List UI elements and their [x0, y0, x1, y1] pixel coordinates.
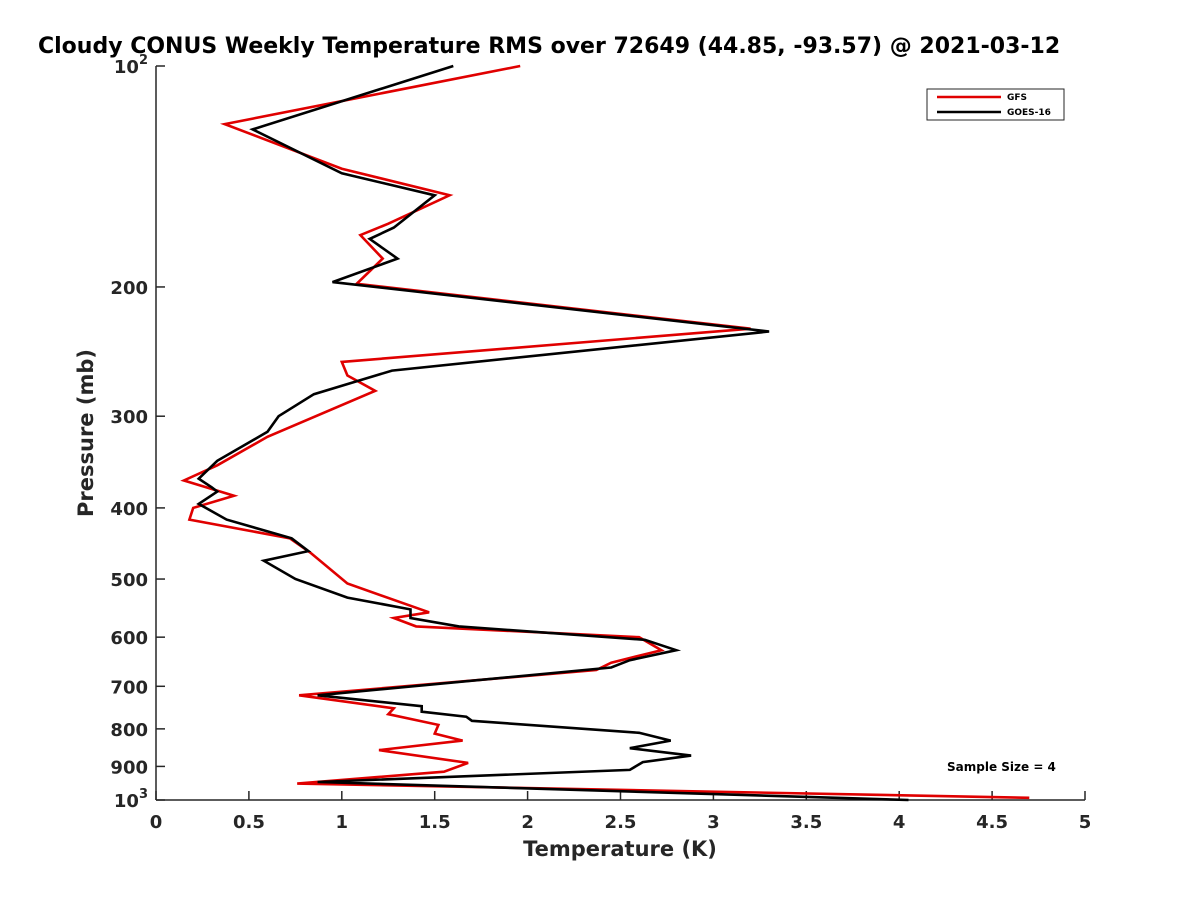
legend-label-gfs: GFS [1007, 93, 1027, 103]
y-axis-label: Pressure (mb) [74, 349, 98, 517]
x-tick-label: 0.5 [233, 812, 265, 833]
x-tick-label: 2 [521, 812, 534, 833]
series-lines [180, 64, 1030, 802]
x-ticks: 0 0.5 1 1.5 2 2.5 3 3.5 4 4.5 5 [150, 791, 1092, 833]
x-tick-label: 0 [150, 812, 163, 833]
x-tick-label: 1.5 [419, 812, 451, 833]
y-tick-label: 102 [114, 53, 148, 78]
legend-box [926, 88, 1065, 121]
y-tick-label: 200 [110, 278, 148, 299]
y-tick-label: 103 [114, 787, 148, 812]
y-tick-label: 800 [110, 720, 148, 741]
legend-label-goes-16: GOES-16 [1007, 108, 1051, 118]
y-ticks: 102 200 300 400 500 600 700 800 900 103 [110, 53, 165, 812]
x-tick-label: 1 [336, 812, 349, 833]
x-tick-label: 4 [893, 812, 906, 833]
x-tick-label: 3 [707, 812, 720, 833]
plot-axes [155, 66, 1085, 801]
y-tick-label: 900 [110, 757, 148, 778]
x-tick-label: 4.5 [976, 812, 1008, 833]
series-line-goes-16 [196, 64, 909, 802]
legend-items: GFS GOES-16 [937, 93, 1051, 118]
y-tick-label: 500 [110, 570, 148, 591]
x-tick-label: 3.5 [790, 812, 822, 833]
y-tick-label: 700 [110, 677, 148, 698]
x-axis-label: Temperature (K) [523, 837, 717, 861]
y-tick-label: 400 [110, 499, 148, 520]
legend: GFS GOES-16 [926, 88, 1065, 121]
sample-size-annotation: Sample Size = 4 [947, 760, 1056, 774]
series-line-gfs [180, 64, 1030, 800]
x-tick-label: 5 [1079, 812, 1092, 833]
chart-title: Cloudy CONUS Weekly Temperature RMS over… [38, 34, 1060, 59]
y-tick-label: 300 [110, 407, 148, 428]
x-tick-label: 2.5 [605, 812, 637, 833]
y-tick-label: 600 [110, 628, 148, 649]
